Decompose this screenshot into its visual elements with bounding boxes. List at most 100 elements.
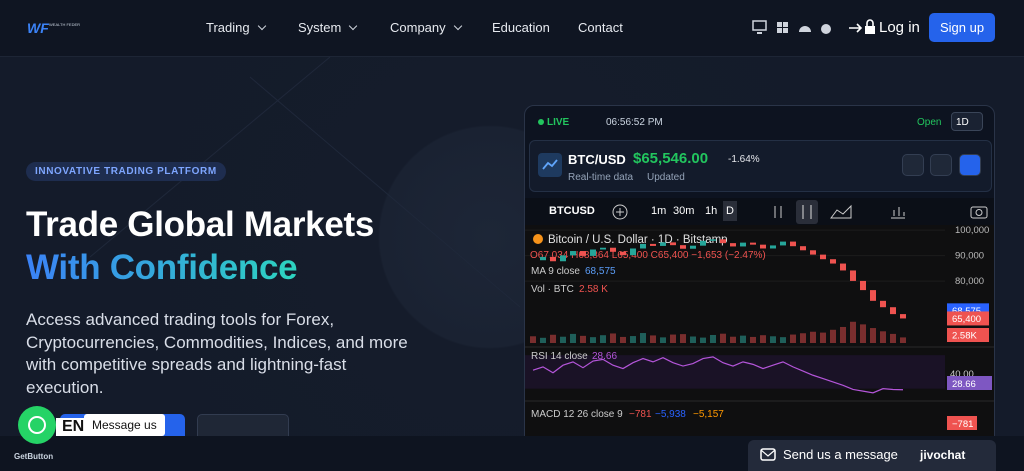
volume-bar	[770, 336, 776, 343]
macd-label: MACD 12 26 close 9	[531, 409, 623, 420]
logo[interactable]: WF	[27, 20, 49, 36]
record-button[interactable]	[930, 154, 952, 176]
volume-bar	[690, 336, 696, 343]
candle	[800, 246, 806, 251]
chart-interval[interactable]: 1m	[651, 205, 667, 217]
rsi-line	[532, 356, 904, 394]
platform-icons	[752, 20, 831, 34]
candle	[860, 280, 866, 291]
volume-bar	[860, 324, 866, 343]
hero-badge: INNOVATIVE TRADING PLATFORM	[26, 162, 226, 181]
candle	[890, 307, 896, 315]
candle	[660, 242, 666, 246]
vol-label: Vol · BTC	[531, 284, 574, 295]
market-state: Open	[917, 117, 942, 128]
chart-title: Bitcoin / U.S. Dollar · 1D · Bitstamp	[548, 234, 728, 246]
language[interactable]: EN	[56, 418, 90, 440]
ticker-icon	[538, 153, 562, 177]
volume-bar	[650, 335, 656, 343]
chart-symbol[interactable]: BTCUSD	[549, 205, 595, 217]
volume-bar	[600, 335, 606, 343]
y-tick-label: 100,000	[955, 225, 989, 236]
nav-link[interactable]: Trading	[206, 20, 265, 35]
nav-link[interactable]: Contact	[578, 20, 623, 35]
chart-interval[interactable]: 1h	[705, 205, 718, 217]
hero-title-accent: With Confidence	[26, 248, 298, 287]
whatsapp-label[interactable]: Message us	[84, 414, 165, 436]
signup-button[interactable]: Sign up	[929, 13, 995, 42]
jivo-message[interactable]: Send us a message	[783, 447, 898, 462]
price-tag-text: 2.58K	[952, 331, 977, 342]
volume-bar	[880, 331, 886, 343]
volume-bar	[680, 334, 686, 343]
rsi-tag	[947, 376, 992, 390]
volume-bar	[850, 321, 856, 343]
chart-background	[525, 225, 994, 440]
ticker-price: $65,546.00	[633, 150, 709, 167]
volume-bar	[760, 335, 766, 343]
y-tick-label: 80,000	[955, 276, 984, 287]
whatsapp-button[interactable]	[18, 406, 56, 444]
nav-link[interactable]: System	[298, 20, 356, 35]
login[interactable]: Log in	[879, 19, 920, 36]
login-icon	[849, 19, 875, 34]
toolbar-icons	[612, 200, 988, 224]
logo-sub: WEALTH FEDER	[49, 22, 81, 27]
price-tag-text: 65,400	[952, 314, 981, 325]
volume-bar	[560, 336, 566, 343]
jivo-chat[interactable]	[748, 440, 996, 471]
candle	[610, 247, 616, 252]
live-status: LIVE	[547, 117, 570, 128]
volume-bar	[670, 334, 676, 343]
candle	[620, 251, 626, 256]
candle	[760, 244, 766, 249]
volume-bar	[630, 336, 636, 343]
hero-title: Trade Global Markets	[26, 205, 375, 244]
candle	[790, 241, 796, 247]
volume-bar	[610, 333, 616, 343]
ma-value: 68,575	[585, 266, 616, 277]
candle	[780, 241, 786, 246]
ohlc: O67,034 H68,864 L65,400 C65,400 −1,653 (…	[530, 250, 766, 261]
ticker-symbol: BTC/USD	[568, 152, 626, 167]
candle	[550, 256, 556, 262]
candle	[850, 270, 856, 281]
jivo-icon	[760, 448, 776, 461]
volume-bar	[640, 333, 646, 343]
btc-icon	[533, 234, 543, 244]
volume-bar	[830, 329, 836, 343]
getbutton[interactable]: GetButton	[14, 452, 54, 461]
candle	[650, 243, 656, 246]
rsi-band	[525, 355, 945, 389]
price-tag-text: 68,575	[952, 306, 981, 317]
volume-bar	[580, 335, 586, 343]
chart-interval[interactable]: 30m	[673, 205, 695, 217]
nav-link[interactable]: Education	[492, 20, 550, 35]
candle	[750, 242, 756, 245]
rsi-value: 28.66	[592, 351, 617, 362]
candle	[740, 242, 746, 247]
volume-bar	[820, 332, 826, 343]
volume-bar	[840, 326, 846, 343]
macd-tag	[947, 416, 977, 430]
ma-label: MA 9 close	[531, 266, 580, 277]
macd-tag-text: −781	[952, 419, 973, 430]
y-tick-label: 90,000	[955, 251, 984, 262]
hero-description: Access advanced trading tools for Forex,…	[26, 310, 408, 397]
vol-value: 2.58 K	[579, 284, 608, 295]
add-button[interactable]	[959, 154, 981, 176]
volume-bar	[540, 337, 546, 343]
candle	[690, 245, 696, 249]
price-tag	[947, 328, 989, 342]
clock: 06:56:52 PM	[606, 117, 663, 128]
nav-link[interactable]: Company	[390, 20, 461, 35]
chart-interval[interactable]: D	[723, 201, 737, 221]
stop-button[interactable]	[902, 154, 924, 176]
price-chart: Bitcoin / U.S. Dollar · 1D · Bitstamp O6…	[525, 225, 994, 440]
volume-bar	[550, 334, 556, 343]
interval-select[interactable]: 1D	[951, 112, 983, 131]
volume-bar	[800, 333, 806, 343]
volume-bar	[730, 336, 736, 343]
volume-bar	[750, 336, 756, 343]
